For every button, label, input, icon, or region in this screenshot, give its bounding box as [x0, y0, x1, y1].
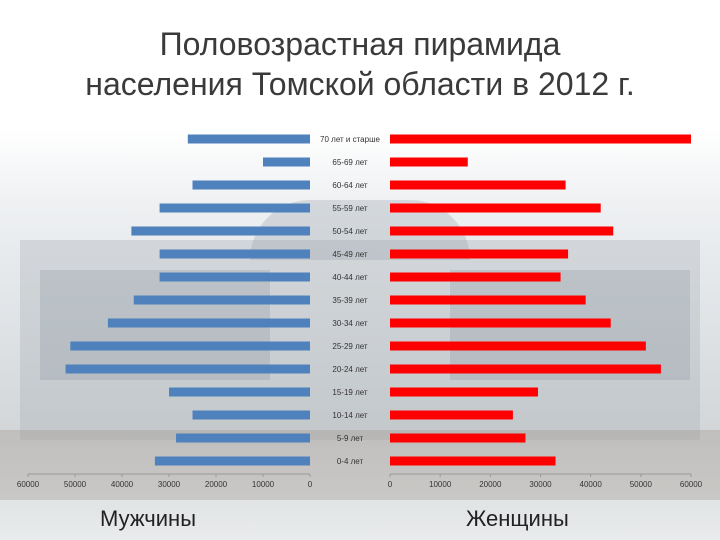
female-bar [390, 295, 586, 305]
female-bar [390, 433, 526, 443]
female-bar [390, 249, 569, 259]
female-bar [390, 410, 513, 420]
male-bar [176, 433, 310, 443]
male-tick-label: 60000 [17, 480, 40, 489]
female-tick-label: 10000 [429, 480, 452, 489]
age-group-label: 40-44 лет [332, 273, 368, 282]
title-line-2: населения Томской области в 2012 г. [85, 66, 635, 102]
female-bar [390, 272, 561, 282]
age-group-label: 45-49 лет [332, 250, 368, 259]
female-label: Женщины [466, 506, 569, 531]
age-group-label: 20-24 лет [332, 365, 368, 374]
female-bar [390, 180, 566, 190]
female-bar [390, 157, 468, 167]
age-group-label: 25-29 лет [332, 342, 368, 351]
male-bar [192, 410, 310, 420]
male-bar [263, 157, 310, 167]
age-group-label: 55-59 лет [332, 204, 368, 213]
female-bar [390, 134, 691, 144]
male-bar [187, 134, 310, 144]
female-bar [390, 456, 556, 466]
male-tick-label: 0 [308, 480, 313, 489]
male-tick-label: 10000 [252, 480, 275, 489]
male-bar [159, 249, 310, 259]
male-tick-label: 50000 [64, 480, 87, 489]
male-bar [192, 180, 310, 190]
age-group-label: 0-4 лет [337, 457, 364, 466]
male-bar [154, 456, 310, 466]
age-group-label: 10-14 лет [332, 411, 368, 420]
male-bar [159, 272, 310, 282]
male-tick-label: 30000 [158, 480, 181, 489]
male-bar [159, 203, 310, 213]
female-tick-label: 40000 [580, 480, 603, 489]
male-tick-label: 20000 [205, 480, 228, 489]
female-bar [390, 203, 601, 213]
background-building [20, 240, 700, 440]
title-line-1: Половозрастная пирамида [159, 26, 561, 62]
age-group-label: 5-9 лет [337, 434, 364, 443]
age-group-label: 60-64 лет [332, 181, 368, 190]
male-bar [70, 341, 310, 351]
age-group-label: 50-54 лет [332, 227, 368, 236]
male-bar [107, 318, 311, 328]
age-group-label: 30-34 лет [332, 319, 368, 328]
female-tick-label: 60000 [680, 480, 703, 489]
female-tick-label: 0 [388, 480, 393, 489]
age-group-label: 35-39 лет [332, 296, 368, 305]
female-bar [390, 364, 661, 374]
male-tick-label: 40000 [111, 480, 134, 489]
female-tick-label: 30000 [529, 480, 552, 489]
female-bar [390, 226, 614, 236]
female-bar [390, 318, 611, 328]
male-label: Мужчины [100, 506, 197, 531]
male-bar [133, 295, 310, 305]
female-tick-label: 20000 [479, 480, 502, 489]
slide-title: Половозрастная пирамида населения Томско… [0, 24, 720, 104]
background-ground [0, 430, 720, 500]
age-group-label: 15-19 лет [332, 388, 368, 397]
male-bar [65, 364, 310, 374]
female-bar [390, 341, 646, 351]
female-tick-label: 50000 [630, 480, 653, 489]
male-bar [169, 387, 310, 397]
male-bar [131, 226, 310, 236]
female-bar [390, 387, 538, 397]
age-group-label: 70 лет и старше [320, 135, 380, 144]
age-group-label: 65-69 лет [332, 158, 368, 167]
